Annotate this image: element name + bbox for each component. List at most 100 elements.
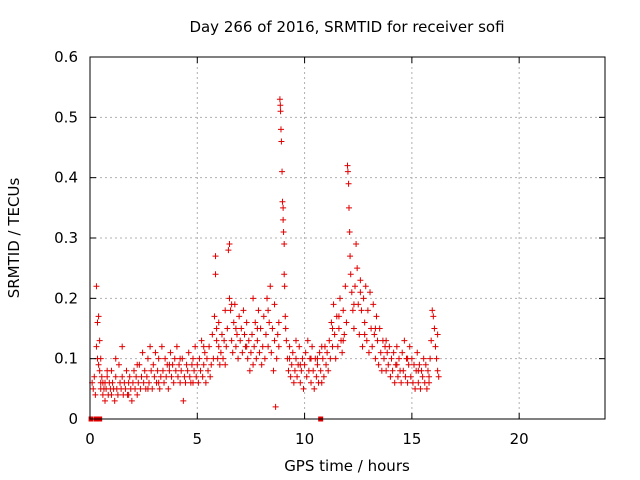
- x-tick-label: 10: [295, 430, 314, 448]
- data-point: [190, 379, 196, 386]
- data-point: [327, 355, 334, 362]
- x-tick-label: 5: [193, 430, 203, 448]
- data-point: [193, 373, 200, 380]
- data-point: [371, 331, 378, 338]
- data-point: [400, 367, 407, 374]
- data-point: [214, 355, 221, 362]
- data-point: [430, 313, 437, 320]
- y-tick-label: 0.2: [54, 289, 78, 307]
- data-point: [357, 277, 364, 284]
- data-point: [329, 343, 336, 350]
- data-point: [178, 367, 185, 374]
- data-point: [291, 367, 298, 374]
- data-point: [218, 331, 225, 338]
- data-point: [279, 198, 286, 205]
- x-tick-label: 15: [402, 430, 421, 448]
- data-point: [94, 319, 101, 326]
- data-point: [270, 367, 277, 374]
- data-point: [93, 283, 100, 290]
- data-point: [122, 385, 129, 392]
- data-point: [139, 349, 146, 356]
- data-point: [112, 355, 119, 362]
- data-point: [332, 355, 339, 362]
- data-point: [91, 373, 98, 380]
- data-point: [298, 367, 305, 374]
- data-point: [361, 319, 368, 326]
- data-point: [277, 126, 284, 133]
- data-point: [386, 343, 393, 350]
- data-point: [283, 337, 290, 344]
- data-point: [134, 361, 141, 368]
- data-point: [236, 313, 243, 320]
- data-point: [423, 385, 430, 392]
- data-point: [222, 307, 229, 314]
- data-point: [96, 367, 103, 374]
- data-point: [155, 355, 162, 362]
- data-point: [303, 373, 310, 380]
- data-point: [200, 361, 207, 368]
- data-point: [264, 295, 271, 302]
- data-point: [198, 337, 205, 344]
- data-point: [172, 367, 179, 374]
- data-point: [102, 397, 109, 404]
- data-point: [393, 361, 400, 368]
- data-point: [166, 361, 173, 368]
- data-point: [158, 343, 165, 350]
- data-point: [394, 373, 401, 380]
- data-point: [426, 379, 433, 386]
- data-point: [151, 373, 158, 380]
- data-point: [290, 379, 297, 386]
- x-tick-label: 20: [510, 430, 529, 448]
- data-point: [97, 355, 104, 362]
- data-point: [154, 367, 161, 374]
- data-point: [310, 367, 317, 374]
- y-tick-label: 0.5: [54, 108, 78, 126]
- data-point: [326, 337, 333, 344]
- data-point: [246, 367, 253, 374]
- data-point: [364, 307, 371, 314]
- data-point: [166, 367, 173, 374]
- data-point: [346, 228, 353, 235]
- plot-frame: [89, 56, 606, 420]
- data-point: [195, 379, 202, 386]
- data-point: [393, 343, 400, 350]
- data-point: [240, 307, 247, 314]
- data-point: [99, 391, 106, 398]
- points-layer: [88, 96, 442, 422]
- data-point: [177, 379, 184, 386]
- data-point: [277, 108, 284, 115]
- data-point: [212, 271, 219, 278]
- data-point: [245, 337, 252, 344]
- data-point: [404, 379, 411, 386]
- data-point: [412, 385, 419, 392]
- data-point: [357, 289, 364, 296]
- data-point: [159, 367, 166, 374]
- data-point: [370, 301, 377, 308]
- data-point: [383, 367, 390, 374]
- y-tick-label: 0.3: [54, 229, 78, 247]
- data-point: [361, 331, 368, 338]
- data-point: [266, 319, 273, 326]
- data-point: [294, 373, 301, 380]
- data-point: [171, 355, 178, 362]
- data-point: [170, 379, 177, 386]
- data-point: [308, 379, 315, 386]
- data-point: [389, 367, 396, 374]
- data-point: [286, 355, 293, 362]
- data-point: [277, 102, 284, 109]
- data-point: [206, 343, 213, 350]
- data-point: [238, 325, 245, 332]
- data-point: [352, 283, 359, 290]
- data-point: [281, 241, 288, 248]
- data-point: [276, 96, 283, 103]
- data-point: [293, 337, 299, 344]
- data-point: [188, 361, 195, 368]
- data-point: [229, 349, 236, 356]
- data-point: [411, 361, 418, 368]
- data-point: [241, 331, 248, 338]
- data-point: [275, 319, 282, 326]
- data-point: [148, 367, 155, 374]
- data-point: [174, 373, 181, 380]
- data-point: [223, 343, 230, 350]
- data-point: [221, 337, 228, 344]
